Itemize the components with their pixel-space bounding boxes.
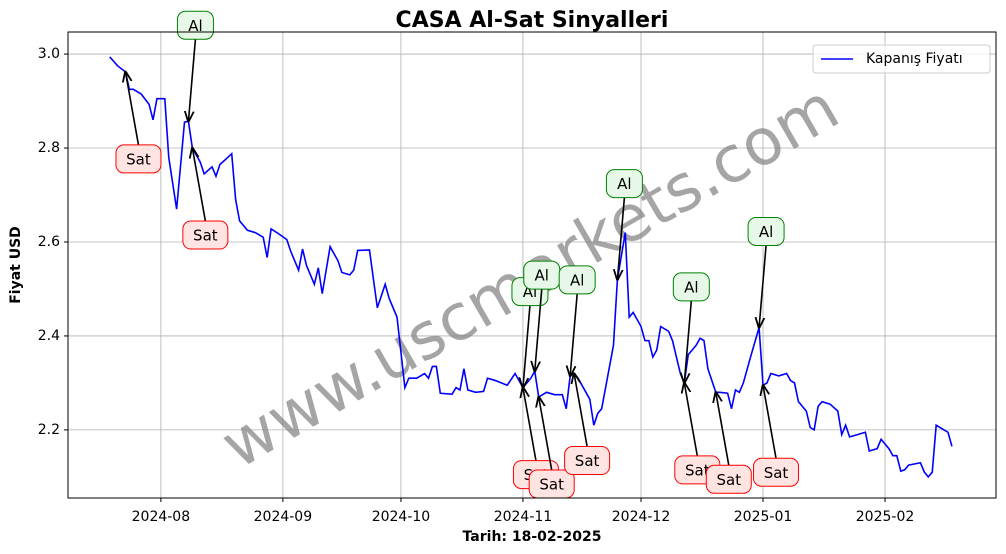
legend-label: Kapanış Fiyatı bbox=[866, 51, 963, 67]
x-tick-label: 2024-08 bbox=[132, 509, 191, 525]
y-tick-label: 2.4 bbox=[38, 328, 60, 344]
y-axis-label: Fiyat USD bbox=[8, 226, 24, 304]
annotation-box bbox=[705, 464, 752, 494]
y-tick-label: 2.6 bbox=[38, 234, 60, 250]
annotation-label: Sat bbox=[716, 471, 741, 489]
plot-frame bbox=[67, 31, 997, 499]
annotation-label: Sat bbox=[685, 461, 710, 479]
annotation-box bbox=[605, 169, 643, 199]
annotation-box bbox=[672, 272, 710, 302]
x-tick-label: 2025-02 bbox=[856, 509, 915, 525]
annotation-label: Sat bbox=[764, 464, 789, 482]
annotation-arrow bbox=[188, 39, 197, 121]
x-axis-label: Tarih: 18-02-2025 bbox=[463, 529, 602, 545]
annotation-label: Sat bbox=[575, 452, 600, 470]
annotation-arrow bbox=[684, 300, 693, 383]
annotation-box bbox=[564, 446, 611, 476]
price-line bbox=[109, 56, 953, 479]
annotation-arrow bbox=[539, 397, 553, 471]
annotation-arrow bbox=[684, 383, 699, 457]
annotation-label: Al bbox=[188, 17, 202, 35]
annotation-arrow bbox=[535, 289, 543, 371]
annotation-label: Sat bbox=[126, 150, 151, 168]
y-tick-label: 3.0 bbox=[38, 46, 60, 62]
annotation-label: Sat bbox=[193, 227, 218, 245]
y-tick-label: 2.2 bbox=[38, 422, 60, 438]
annotation-box bbox=[182, 220, 229, 250]
x-tick-label: 2025-01 bbox=[734, 509, 793, 525]
chart-title: CASA Al-Sat Sinyalleri bbox=[396, 8, 669, 33]
annotation-label: Al bbox=[535, 267, 549, 285]
x-tick-label: 2024-09 bbox=[254, 509, 313, 525]
y-tick-label: 2.8 bbox=[38, 140, 60, 156]
annotation-box bbox=[558, 265, 596, 295]
annotation-arrow bbox=[125, 72, 140, 146]
annotation-box bbox=[753, 457, 800, 487]
annotation-arrow bbox=[763, 385, 777, 459]
annotation-box bbox=[747, 216, 785, 246]
annotation-label: Sat bbox=[539, 476, 564, 494]
annotation-arrow bbox=[574, 374, 588, 447]
annotation-label: Al bbox=[684, 278, 698, 296]
annotation-arrow bbox=[759, 245, 767, 327]
annotation-label: Al bbox=[617, 175, 631, 193]
x-tick-label: 2024-11 bbox=[494, 509, 553, 525]
x-tick-label: 2024-10 bbox=[372, 509, 431, 525]
annotation-box bbox=[115, 144, 162, 174]
annotation-arrow bbox=[523, 305, 531, 388]
legend-box bbox=[812, 44, 991, 74]
annotation-arrow bbox=[617, 197, 626, 280]
x-tick-label: 2024-12 bbox=[612, 509, 671, 525]
annotation-arrow bbox=[523, 388, 537, 461]
annotation-label: Al bbox=[759, 223, 773, 241]
annotation-arrow bbox=[192, 148, 207, 222]
legend: Kapanış Fiyatı bbox=[812, 44, 991, 74]
annotation-arrow bbox=[716, 392, 730, 466]
annotation-arrow bbox=[570, 293, 578, 376]
annotation-label: Al bbox=[570, 271, 584, 289]
